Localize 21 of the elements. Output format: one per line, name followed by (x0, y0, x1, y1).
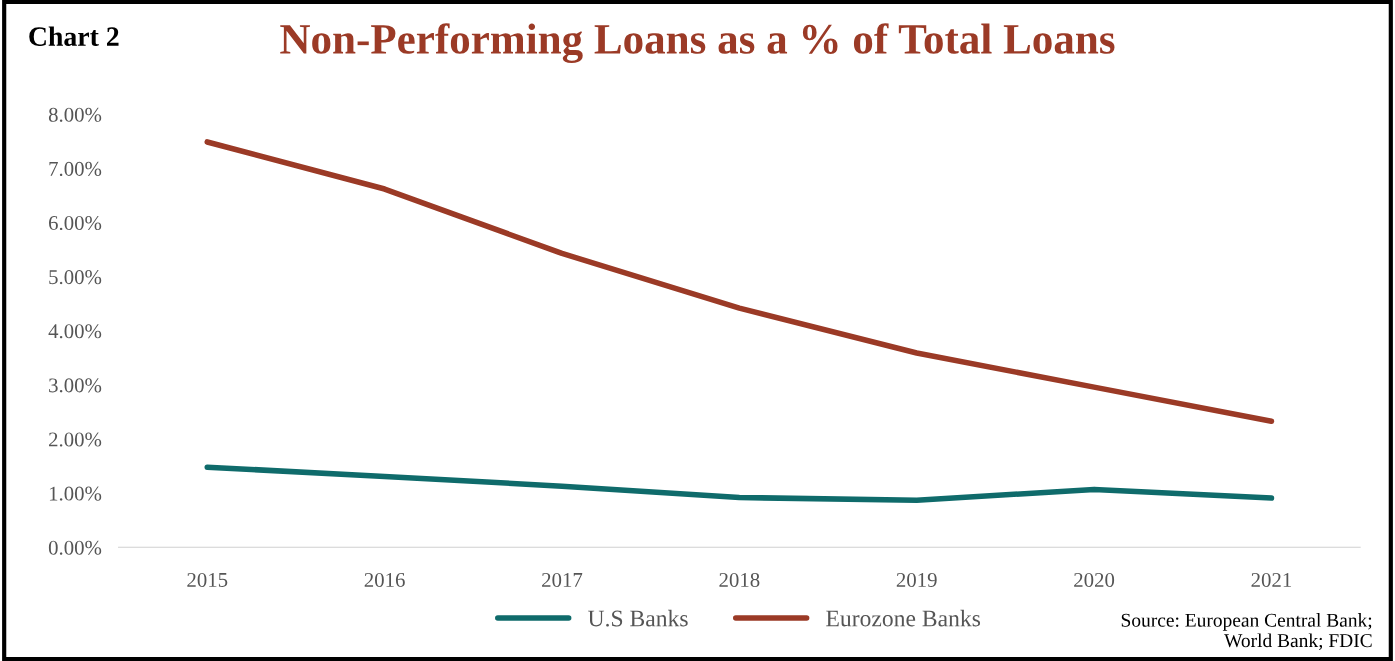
y-tick-label: 4.00% (48, 324, 102, 339)
y-tick-label: 0.00% (48, 540, 102, 555)
x-tick-label: 2021 (1251, 572, 1292, 587)
y-tick-label: 7.00% (49, 161, 102, 176)
legend-label: U.S Banks (588, 609, 688, 627)
y-tick-label: 6.00% (48, 215, 102, 231)
x-tick-label: 2018 (719, 572, 760, 587)
y-tick-label: 2.00% (49, 432, 102, 447)
x-tick-label: 2016 (364, 572, 405, 587)
source-note: Source: European Central Bank; World Bank; FDIC (1121, 613, 1372, 650)
x-tick-label: 2015 (187, 572, 228, 587)
legend-label: Eurozone Banks (826, 609, 981, 627)
y-tick-label: 5.00% (49, 270, 102, 285)
caption: Chart 2 (29, 26, 119, 46)
y-tick-label: 3.00% (49, 378, 102, 393)
x-tick-label: 2020 (1074, 572, 1115, 587)
x-tick-label: 2017 (542, 572, 583, 587)
y-tick-label: 8.00% (48, 107, 102, 122)
chart-title: Non-Performing Loans as a % of Total Loans (280, 23, 1115, 63)
x-tick-label: 2019 (896, 572, 937, 587)
y-tick-label: 1.00% (49, 486, 102, 501)
